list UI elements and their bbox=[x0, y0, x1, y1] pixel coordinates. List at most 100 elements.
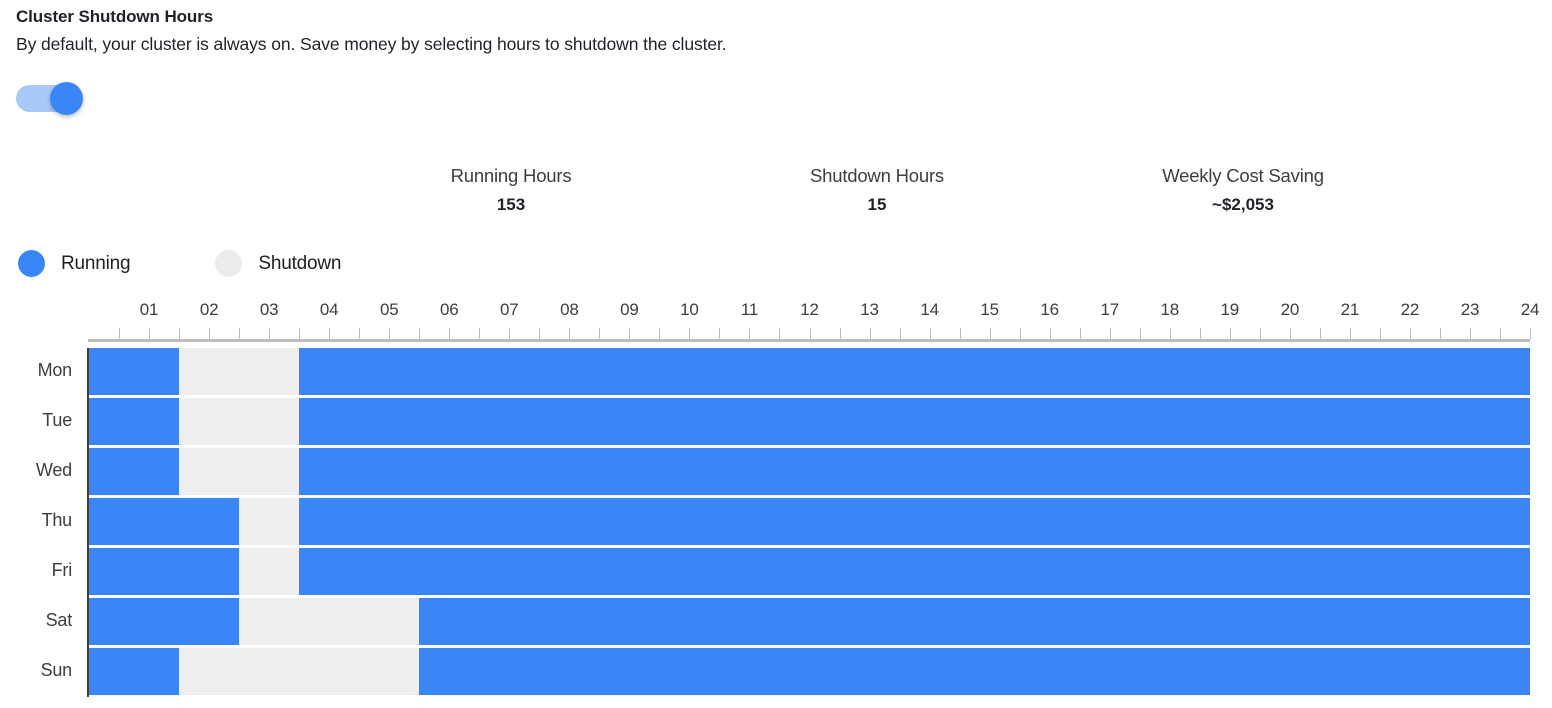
shutdown-segment[interactable] bbox=[239, 498, 300, 545]
stat-value: 15 bbox=[867, 195, 887, 214]
y-axis-line bbox=[87, 348, 89, 697]
x-axis-tick-label: 09 bbox=[620, 300, 639, 319]
day-segments[interactable] bbox=[89, 448, 1530, 495]
day-segments[interactable] bbox=[89, 348, 1530, 395]
axis-tick-mark bbox=[119, 328, 120, 339]
axis-tick-mark bbox=[1230, 328, 1231, 339]
axis-tick-mark bbox=[539, 328, 540, 339]
axis-tick-mark bbox=[569, 328, 570, 339]
x-axis-tick-label: 13 bbox=[860, 300, 879, 319]
shutdown-segment[interactable] bbox=[179, 398, 300, 445]
x-axis-tick-label: 02 bbox=[199, 300, 219, 319]
day-row[interactable]: Sun bbox=[0, 648, 1530, 695]
day-row[interactable]: Fri bbox=[0, 548, 1530, 595]
running-segment[interactable] bbox=[89, 648, 180, 695]
x-axis-ticks bbox=[0, 328, 1552, 340]
axis-tick-mark bbox=[179, 328, 180, 339]
axis-tick-mark bbox=[329, 328, 330, 339]
x-axis-tick-label: 06 bbox=[439, 300, 459, 319]
legend-label: Running bbox=[61, 252, 131, 274]
axis-tick-mark bbox=[1050, 328, 1051, 339]
day-row[interactable]: Mon bbox=[0, 348, 1530, 395]
cluster-shutdown-toggle[interactable] bbox=[16, 82, 83, 115]
running-segment[interactable] bbox=[89, 548, 240, 595]
x-axis-tick-label: 21 bbox=[1340, 300, 1360, 319]
day-segments[interactable] bbox=[89, 648, 1530, 695]
axis-tick-mark bbox=[1440, 328, 1441, 339]
stat-card: Weekly Cost Saving ~$2,053 bbox=[1060, 163, 1426, 218]
axis-tick-mark bbox=[810, 328, 811, 339]
stat-value: 153 bbox=[496, 195, 526, 214]
running-segment[interactable] bbox=[419, 598, 1530, 645]
running-segment[interactable] bbox=[89, 598, 240, 645]
day-label: Wed bbox=[35, 460, 72, 480]
axis-tick-mark bbox=[1140, 328, 1141, 339]
axis-tick-mark bbox=[1350, 328, 1351, 339]
day-segments[interactable] bbox=[89, 498, 1530, 545]
legend-item[interactable]: Running bbox=[18, 250, 131, 277]
axis-tick-mark bbox=[719, 328, 720, 339]
x-axis-tick-label: 03 bbox=[259, 300, 279, 319]
day-label: Sun bbox=[40, 660, 73, 680]
axis-tick-mark bbox=[840, 328, 841, 339]
chart-legend: Running Shutdown bbox=[18, 250, 342, 277]
axis-tick-mark bbox=[870, 328, 871, 339]
x-axis-tick-label: 16 bbox=[1040, 300, 1059, 319]
stat-label: Shutdown Hours bbox=[810, 165, 944, 186]
axis-tick-mark bbox=[1470, 328, 1471, 339]
axis-tick-mark bbox=[1320, 328, 1321, 339]
shutdown-segment[interactable] bbox=[179, 648, 420, 695]
axis-tick-mark bbox=[1200, 328, 1201, 339]
running-segment[interactable] bbox=[89, 498, 240, 545]
shutdown-segment[interactable] bbox=[239, 548, 300, 595]
running-segment[interactable] bbox=[89, 448, 180, 495]
running-segment[interactable] bbox=[299, 398, 1530, 445]
summary-stats: Running Hours 153 Shutdown Hours 15 Weekly C… bbox=[328, 163, 1428, 218]
axis-tick-mark bbox=[1080, 328, 1081, 339]
axis-tick-mark bbox=[149, 328, 150, 339]
shutdown-segment[interactable] bbox=[239, 598, 420, 645]
day-row[interactable]: Wed bbox=[0, 448, 1530, 495]
running-segment[interactable] bbox=[89, 398, 180, 445]
day-segments[interactable] bbox=[89, 548, 1530, 595]
running-segment[interactable] bbox=[299, 498, 1530, 545]
axis-tick-mark bbox=[449, 328, 450, 339]
running-segment[interactable] bbox=[299, 448, 1530, 495]
axis-tick-mark bbox=[239, 328, 240, 339]
stat-label: Running Hours bbox=[450, 165, 572, 186]
day-segments[interactable] bbox=[89, 598, 1530, 645]
axis-tick-mark bbox=[599, 328, 600, 339]
axis-tick-mark bbox=[779, 328, 780, 339]
toggle-container bbox=[16, 82, 83, 115]
x-axis-tick-label: 20 bbox=[1280, 300, 1300, 319]
toggle-thumb[interactable] bbox=[50, 82, 83, 115]
x-axis-tick-label: 18 bbox=[1160, 300, 1179, 319]
stat-card: Running Hours 153 bbox=[328, 163, 694, 218]
running-segment[interactable] bbox=[299, 348, 1530, 395]
legend-item[interactable]: Shutdown bbox=[215, 250, 342, 277]
shutdown-segment[interactable] bbox=[179, 348, 300, 395]
running-segment[interactable] bbox=[299, 548, 1530, 595]
panel-header: Cluster Shutdown Hours By default, your … bbox=[16, 6, 727, 56]
axis-tick-mark bbox=[209, 328, 210, 339]
axis-tick-mark bbox=[269, 328, 270, 339]
x-axis-hour-labels: 01 02 03 04 05 06 07 08 09 10 11 12 13 14 15 16 17 18 19 20… bbox=[0, 300, 1552, 326]
day-label: Fri bbox=[51, 560, 73, 580]
day-row[interactable]: Thu bbox=[0, 498, 1530, 545]
running-segment[interactable] bbox=[89, 348, 180, 395]
x-axis-tick-label: 12 bbox=[800, 300, 819, 319]
axis-tick-mark bbox=[299, 328, 300, 339]
page-title: Cluster Shutdown Hours bbox=[16, 7, 214, 26]
day-row[interactable]: Tue bbox=[0, 398, 1530, 445]
x-axis-tick-label: 10 bbox=[680, 300, 699, 319]
day-row[interactable]: Sat bbox=[0, 598, 1530, 645]
x-axis-tick-label: 22 bbox=[1400, 300, 1420, 319]
axis-tick-mark bbox=[1410, 328, 1411, 339]
running-segment[interactable] bbox=[419, 648, 1530, 695]
day-label: Thu bbox=[41, 510, 73, 530]
shutdown-schedule-chart: 01 02 03 04 05 06 07 08 09 10 11 12 13 14 15 16 17 18 19 20… bbox=[0, 300, 1552, 708]
axis-tick-mark bbox=[1020, 328, 1021, 339]
shutdown-segment[interactable] bbox=[179, 448, 300, 495]
axis-tick-mark bbox=[389, 328, 390, 339]
day-segments[interactable] bbox=[89, 398, 1530, 445]
